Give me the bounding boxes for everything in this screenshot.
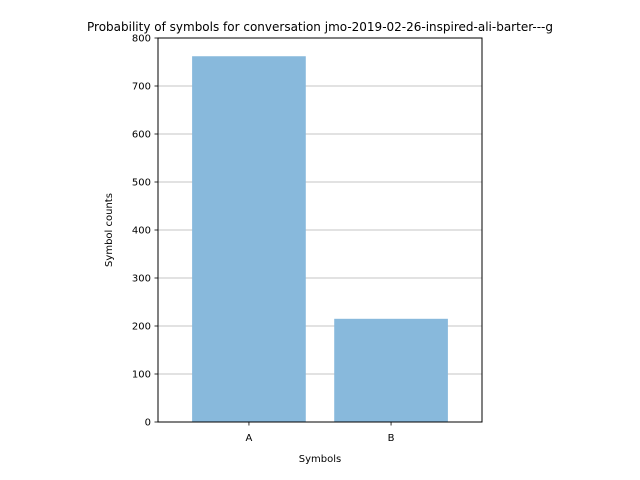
- x-tick-label: B: [388, 433, 395, 444]
- bar-b: [334, 318, 448, 422]
- y-tick-label: 400: [132, 226, 151, 237]
- y-tick-label: 500: [132, 178, 151, 189]
- x-tick-label: A: [246, 433, 253, 444]
- y-tick-label: 200: [132, 322, 151, 333]
- x-axis-label: Symbols: [299, 454, 341, 465]
- y-tick-label: 700: [132, 82, 151, 93]
- y-axis-ticks: 0 100 200 300 400 500 600 700 800: [132, 34, 158, 429]
- y-tick-label: 100: [132, 370, 151, 381]
- chart-title: Probability of symbols for conversation …: [87, 20, 553, 34]
- y-tick-label: 300: [132, 274, 151, 285]
- bar-a: [192, 56, 306, 423]
- y-tick-label: 800: [132, 34, 151, 45]
- bars: [192, 56, 448, 423]
- y-axis-label: Symbol counts: [104, 193, 115, 267]
- y-tick-label: 600: [132, 130, 151, 141]
- y-tick-label: 0: [145, 418, 151, 429]
